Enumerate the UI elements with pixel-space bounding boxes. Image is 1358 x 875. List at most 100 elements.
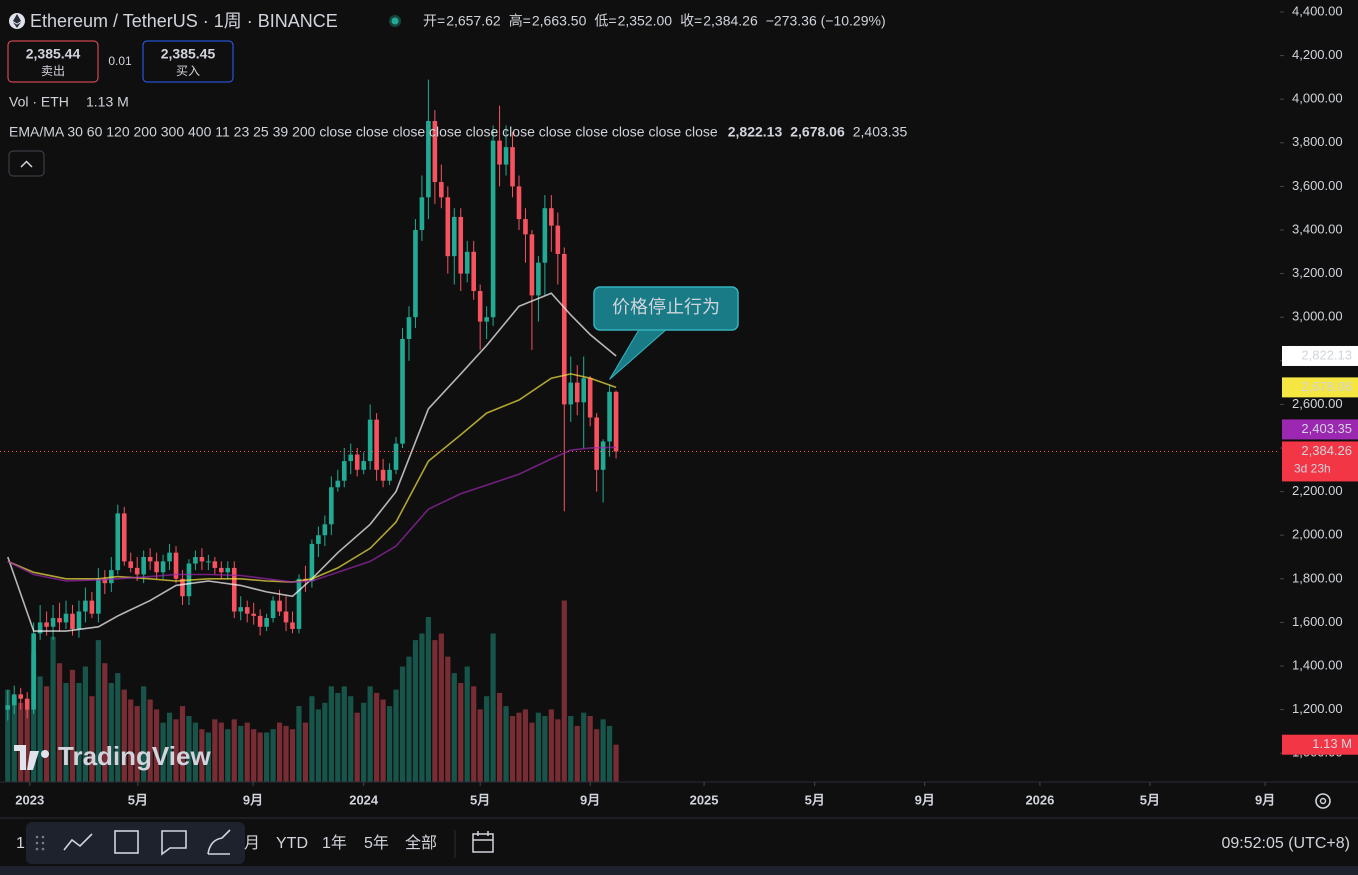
candle-body [387, 469, 392, 481]
volume-bar [43, 686, 50, 782]
candle-body [238, 607, 244, 612]
candle-body [419, 197, 425, 230]
clock: 09:52:05 (UTC+8) [1221, 835, 1350, 852]
volume-bar [458, 683, 464, 782]
buy-button[interactable] [142, 40, 234, 83]
brush-tool[interactable] [207, 829, 231, 855]
volume-bar [380, 699, 386, 782]
candle-body [445, 197, 451, 257]
ohlc-value: 2,663.50 [532, 13, 587, 29]
candle-body [322, 524, 328, 536]
goto-date[interactable] [472, 831, 494, 853]
collapse-button[interactable] [8, 150, 45, 177]
volume-bar [542, 716, 548, 782]
candle-body [490, 140, 496, 318]
x-tick-label: 5月 [128, 792, 148, 807]
candle-body [18, 694, 24, 699]
range-button[interactable]: YTD [276, 835, 308, 852]
rectangle-tool[interactable] [114, 830, 139, 854]
volume-bar [335, 692, 341, 782]
trendline-tool[interactable] [63, 833, 93, 851]
volume-bar [154, 709, 160, 782]
last-price-tag: 2,384.26 [1301, 443, 1352, 458]
candle-body [555, 225, 561, 254]
ohlc-value: 2,384.26 [703, 13, 758, 29]
volume-bar [69, 669, 76, 782]
candle-body [477, 291, 483, 322]
candle-body [458, 216, 464, 274]
settings-icon[interactable] [1315, 793, 1331, 809]
volume-bar [31, 653, 37, 782]
y-tick-label: 3,200.00 [1292, 265, 1343, 280]
volume-bar [432, 640, 438, 782]
candle-body [257, 615, 263, 627]
volume-legend-value: 1.13 M [86, 94, 129, 110]
volume-bar [561, 600, 567, 782]
ohlc-legend: 开= 2,657.62 高= 2,663.50 低= 2,352.00 收= 2,384.26… [423, 13, 886, 29]
ma-price-tag-bg [1282, 419, 1358, 440]
ema-value: 2,403.35 [853, 124, 908, 140]
candle-body [115, 513, 121, 571]
ohlc-key: 开= [423, 13, 445, 29]
candle-body [400, 339, 405, 444]
candle-body [406, 317, 412, 340]
candle-body [374, 419, 379, 470]
candle-body [141, 557, 146, 575]
range-button[interactable]: 1年 [322, 834, 347, 852]
callout-box [593, 286, 739, 331]
volume-bar [613, 744, 619, 782]
range-button[interactable]: 5年 [364, 834, 389, 852]
volume-bars [5, 600, 619, 782]
text-tool[interactable] [161, 830, 187, 856]
candle-body [5, 705, 11, 710]
volume-bar [393, 689, 399, 782]
volume-bar [399, 666, 406, 782]
range-button[interactable]: 月 [244, 835, 260, 852]
volume-bar [115, 673, 121, 782]
ohlc-value: 2,352.00 [618, 13, 673, 29]
sell-button[interactable] [7, 40, 99, 83]
volume-bar [600, 719, 606, 782]
volume-bar [270, 729, 276, 782]
x-tick-label: 9月 [1255, 792, 1275, 807]
volume-bar [89, 696, 95, 782]
volume-bar [412, 640, 419, 782]
volume-bar [522, 709, 529, 782]
volume-bar [5, 689, 11, 782]
y-tick-label: 2,200.00 [1292, 483, 1343, 498]
candle-body [542, 208, 548, 263]
volume-bar [192, 722, 199, 782]
y-tick-label: 3,400.00 [1292, 221, 1343, 236]
range-button[interactable]: 全部 [405, 834, 437, 852]
candle-body [523, 219, 528, 235]
candle-body [11, 694, 17, 706]
range-button[interactable]: 1 [16, 835, 25, 852]
candle-body [510, 147, 515, 187]
volume-bar [108, 683, 114, 782]
volume-bar [361, 702, 367, 782]
volume-bar [354, 712, 360, 782]
candle-body [180, 578, 185, 597]
candle-body [529, 234, 535, 296]
x-tick-label: 5月 [470, 792, 490, 807]
volume-bar [406, 656, 412, 782]
ema-legend: EMA/MA 30 60 120 200 300 400 11 23 25 39… [9, 124, 718, 140]
ma-line [7, 446, 617, 583]
settings-icon-center [1319, 797, 1327, 805]
candle-body [37, 622, 43, 634]
volume-bar [205, 732, 211, 782]
candle-body [568, 382, 574, 405]
candle-body [160, 561, 166, 573]
drag-handle [35, 835, 45, 851]
volume-bar [496, 692, 503, 782]
volume-bar [56, 663, 63, 782]
volume-bar [322, 702, 328, 782]
ma-price-tag-bg [1282, 377, 1358, 398]
volume-bar [134, 706, 140, 782]
x-tick-label: 9月 [580, 792, 600, 807]
volume-bar [348, 696, 354, 782]
candle-body [354, 454, 360, 470]
candle-body [335, 480, 341, 488]
